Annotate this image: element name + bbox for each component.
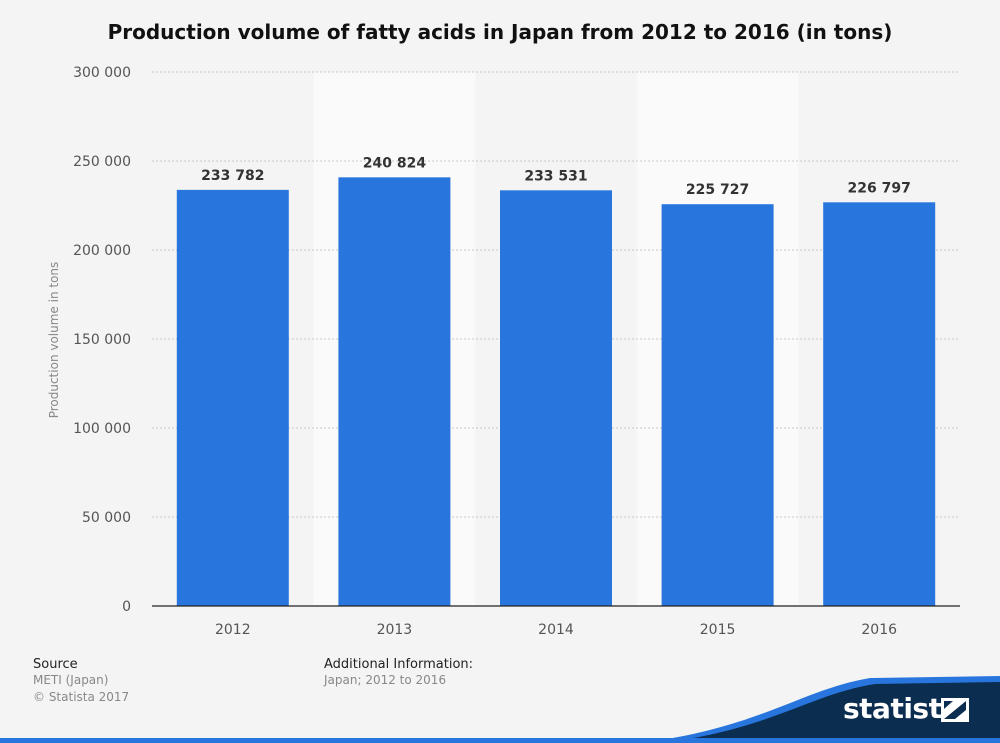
bar[interactable]	[823, 202, 936, 607]
y-tick-label: 300 000	[73, 65, 131, 81]
data-label: 226 797	[848, 180, 911, 196]
data-label: 240 824	[363, 155, 427, 171]
y-tick-label: 0	[122, 599, 131, 615]
y-axis-ticks: 0 50 000 100 000 150 000 200 000 250 000 300 0…	[73, 65, 131, 615]
data-label: 233 531	[524, 168, 587, 184]
y-tick-label: 200 000	[73, 243, 131, 259]
x-axis-ticks: 2012 2013 2014 2015 2016	[215, 622, 897, 638]
source-block: Source METI (Japan) © Statista 2017	[33, 657, 129, 706]
y-tick-label: 100 000	[73, 421, 131, 437]
x-tick-label: 2012	[215, 622, 251, 638]
source-line-1: METI (Japan)	[33, 673, 109, 687]
additional-info-block: Additional Information: Japan; 2012 to 2…	[324, 657, 473, 689]
statista-logo[interactable]: statista	[843, 692, 960, 725]
chart-title: Production volume of fatty acids in Japa…	[107, 20, 893, 44]
bars	[176, 177, 936, 607]
additional-info-heading: Additional Information:	[324, 657, 474, 672]
x-tick-label: 2016	[861, 622, 897, 638]
y-tick-label: 150 000	[73, 332, 131, 348]
y-axis-label: Production volume in tons	[47, 262, 61, 419]
data-labels: 233 782 240 824 233 531 225 727 226 797	[201, 155, 911, 198]
bar[interactable]	[500, 190, 612, 606]
bar[interactable]	[176, 189, 289, 606]
x-tick-label: 2014	[538, 622, 574, 638]
bar[interactable]	[661, 204, 774, 606]
statista-logo-icon	[941, 698, 969, 722]
data-label: 233 782	[201, 168, 264, 184]
source-heading: Source	[33, 657, 78, 672]
y-tick-label: 250 000	[73, 154, 131, 170]
x-tick-label: 2013	[377, 622, 413, 638]
y-tick-label: 50 000	[82, 510, 131, 526]
x-tick-label: 2015	[700, 622, 736, 638]
data-label: 225 727	[686, 182, 749, 198]
bar[interactable]	[338, 177, 451, 606]
additional-info-text: Japan; 2012 to 2016	[324, 673, 447, 687]
source-line-2[interactable]: © Statista 2017	[33, 690, 130, 704]
